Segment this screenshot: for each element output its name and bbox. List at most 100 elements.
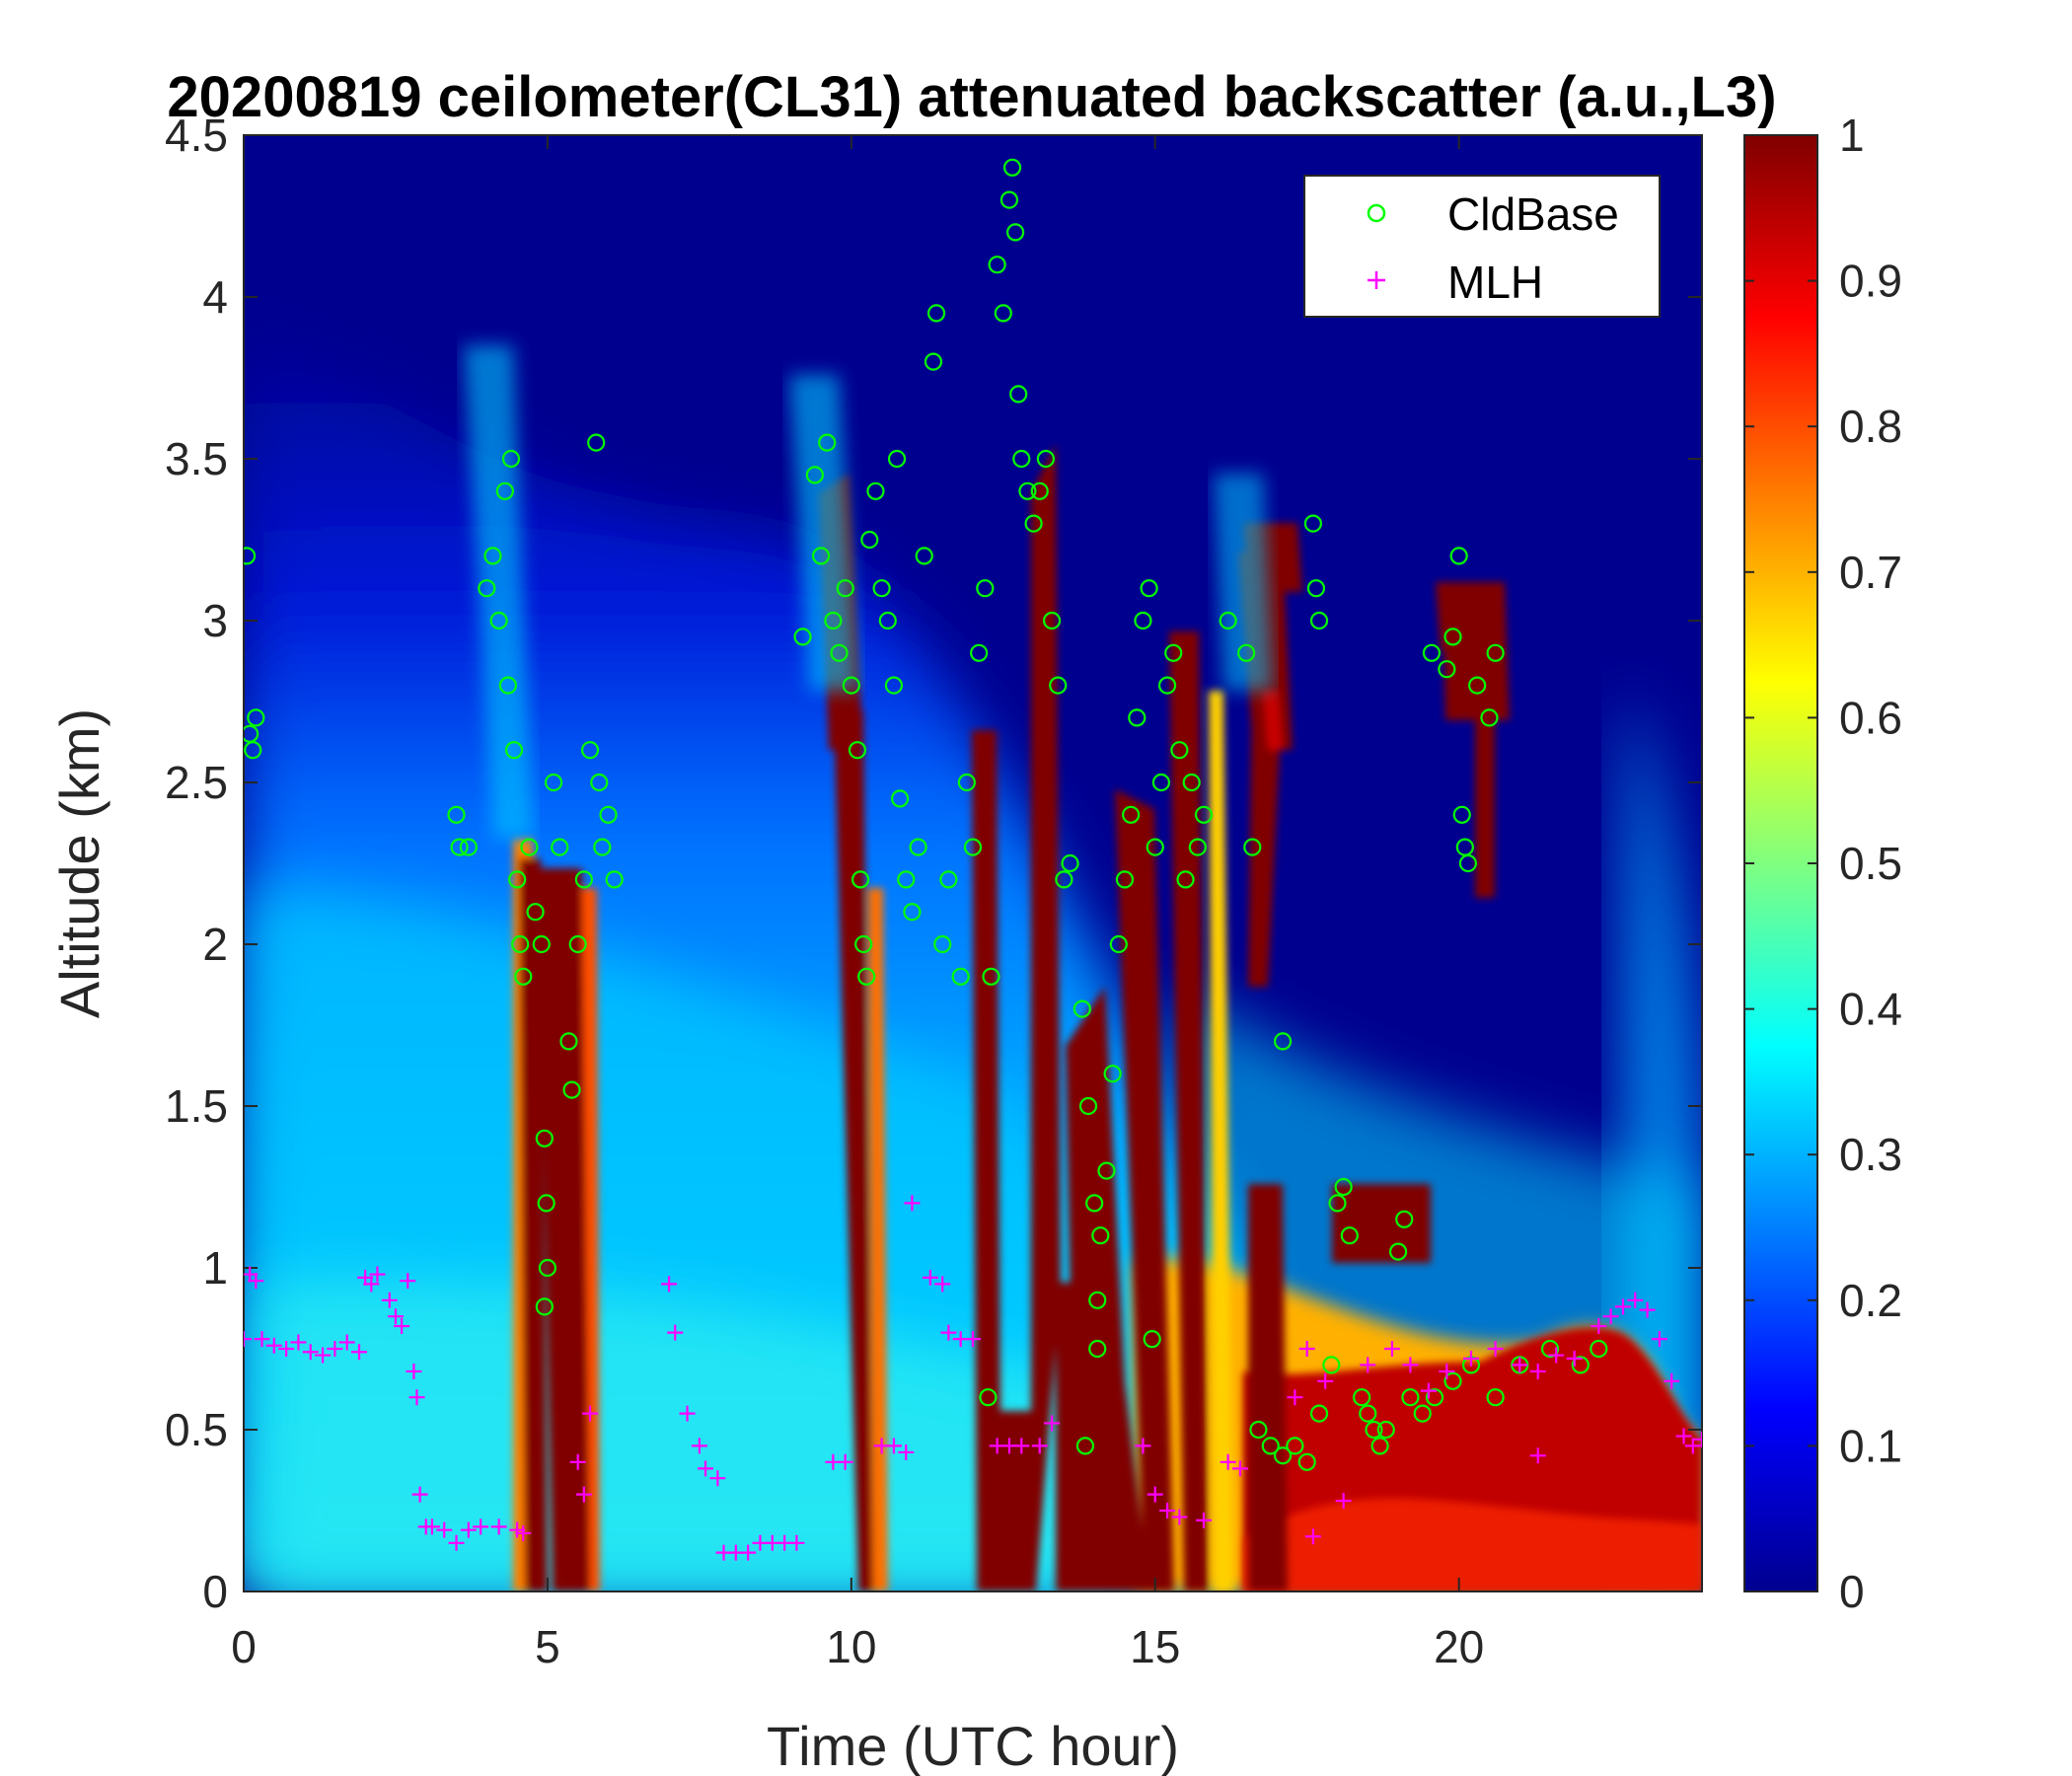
cldbase-point (1182, 773, 1201, 792)
cldbase-point (1297, 1452, 1316, 1471)
mlh-point (1402, 1357, 1419, 1373)
cldbase-point (818, 433, 837, 452)
cldbase-point (890, 789, 910, 808)
cldbase-point (1540, 1339, 1560, 1359)
cldbase-point (1365, 1420, 1383, 1440)
cldbase-point (1188, 838, 1207, 856)
cldbase-point (508, 870, 527, 889)
cldbase-point (1486, 1388, 1505, 1407)
cldbase-point (244, 547, 257, 565)
mlh-point (394, 1318, 410, 1335)
cldbase-point (535, 1297, 554, 1316)
mlh-point (351, 1344, 368, 1361)
y-axis-ticks: 0 0.5 1 1.5 2 2.5 3 3.5 4 4.5 (165, 110, 1702, 1617)
cldbase-point (559, 1032, 578, 1051)
cldbase-point (1273, 1032, 1293, 1051)
cldbase-point (854, 934, 873, 954)
cldbase-point (1480, 708, 1499, 727)
cldbase-point (979, 1388, 998, 1407)
colorbar-gradient (1743, 134, 1818, 1592)
mlh-point (436, 1521, 453, 1538)
cldbase-point (1376, 1420, 1395, 1440)
colorbar-tick-label: 0.6 (1839, 692, 1902, 743)
cldbase-point (1151, 773, 1171, 792)
cldbase-point (489, 611, 508, 630)
colorbar-tick-label: 0.9 (1839, 256, 1902, 307)
cldbase-point (1273, 1446, 1293, 1465)
cldbase-point (957, 773, 976, 792)
y-tick-label: 3 (202, 595, 228, 646)
cldbase-point (1122, 805, 1141, 824)
legend-cldbase-label: CldBase (1447, 188, 1619, 240)
cldbase-point (1194, 805, 1214, 824)
mlh-point (1614, 1298, 1631, 1315)
mlh-point (1639, 1301, 1656, 1318)
cldbase-point (1286, 1437, 1304, 1455)
cldbase-point (805, 466, 824, 484)
cldbase-point (526, 903, 545, 922)
y-tick-label: 2 (202, 919, 228, 970)
y-tick-label: 2.5 (165, 757, 228, 808)
y-tick-label: 4 (202, 271, 228, 323)
cldbase-point (1219, 611, 1237, 630)
mlh-point (1304, 1528, 1321, 1545)
cldbase-point (1073, 999, 1091, 1018)
cldbase-point (504, 741, 524, 760)
y-tick-label: 4.5 (165, 110, 228, 161)
mlh-point (1512, 1357, 1528, 1373)
mlh-point (1548, 1347, 1565, 1364)
cldbase-point (939, 870, 958, 889)
cldbase-point (1024, 514, 1043, 533)
cldbase-point (851, 870, 870, 889)
mlh-point (315, 1347, 332, 1364)
mlh-point (1684, 1438, 1701, 1454)
mlh-point (1159, 1503, 1176, 1518)
colorbar-tick-label: 0.2 (1839, 1275, 1902, 1326)
cldbase-point (842, 676, 860, 695)
cldbase-point (878, 611, 897, 630)
mlh-point (1383, 1341, 1400, 1357)
cldbase-point (1088, 1291, 1107, 1309)
mlh-point (1529, 1363, 1546, 1379)
cldbase-point (1085, 1194, 1104, 1213)
cldbase-point (903, 903, 922, 922)
series-layer (244, 158, 1702, 1561)
colorbar-tick-label: 0.3 (1839, 1129, 1902, 1180)
cldbase-point (1249, 1420, 1268, 1440)
mlh-point (922, 1269, 938, 1286)
colorbar-ticks: 0 0.1 0.2 0.3 0.4 0.5 0.6 0.7 0.8 0.9 1 (1744, 110, 1902, 1617)
cldbase-point (587, 433, 606, 452)
mlh-point (1031, 1438, 1048, 1454)
x-axis-label: Time (UTC hour) (767, 1715, 1179, 1776)
mlh-point (965, 1331, 981, 1348)
mlh-point (898, 1443, 915, 1460)
cldbase-point (247, 708, 265, 727)
cldbase-point (1061, 853, 1079, 873)
cldbase-point (1009, 385, 1028, 404)
cldbase-point (574, 870, 593, 889)
cldbase-point (514, 967, 533, 986)
mlh-point (1529, 1447, 1546, 1464)
colorbar-tick-label: 0.5 (1839, 838, 1902, 889)
mlh-point (278, 1341, 295, 1357)
mlh-point (740, 1544, 757, 1561)
mlh-point (904, 1195, 921, 1212)
mlh-point (1135, 1438, 1151, 1454)
colorbar-tick-label: 0.7 (1839, 547, 1902, 598)
cldbase-point (1328, 1194, 1347, 1213)
cldbase-point (1309, 611, 1329, 630)
series-cldbase (244, 158, 1608, 1471)
cldbase-point (848, 741, 867, 760)
cldbase-point (1128, 708, 1147, 727)
mlh-point (691, 1438, 707, 1454)
mlh-point (1420, 1382, 1437, 1399)
mlh-point (1602, 1308, 1619, 1325)
mlh-point (423, 1518, 440, 1535)
cldbase-point (1006, 223, 1025, 242)
cldbase-point (872, 579, 891, 598)
mlh-point (709, 1470, 726, 1487)
cldbase-point (1425, 1388, 1444, 1407)
cldbase-point (1176, 870, 1195, 889)
cldbase-point (483, 547, 502, 565)
y-tick-label: 0 (202, 1566, 228, 1617)
